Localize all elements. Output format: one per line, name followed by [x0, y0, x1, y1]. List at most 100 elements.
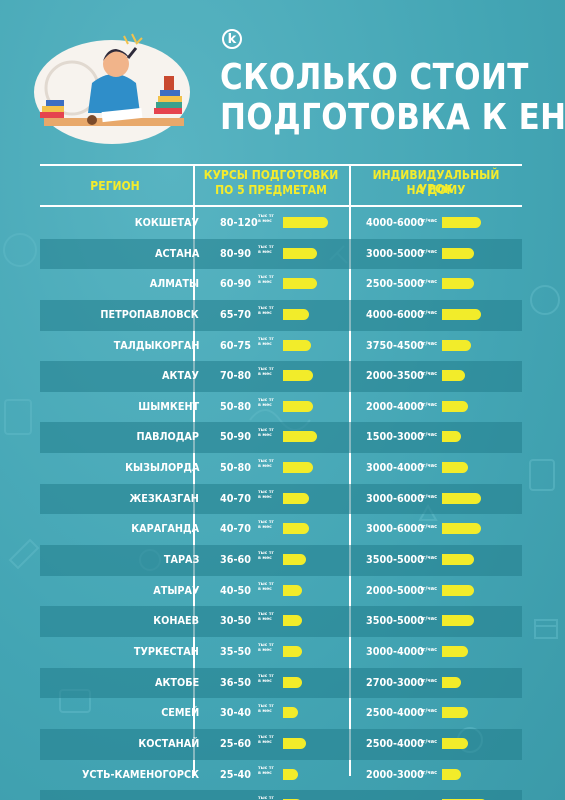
courses-unit-a: тыс тг: [258, 275, 274, 281]
region-name: КЫЗЫЛОРДА: [124, 461, 199, 475]
courses-price-range: 50-90: [220, 430, 251, 444]
lesson-price-range: 2500-5000: [366, 277, 424, 291]
courses-price-bar: [283, 676, 302, 688]
courses-price-range: 50-80: [220, 399, 251, 413]
brand-logo: k: [222, 29, 242, 49]
courses-price-bar: [283, 615, 302, 627]
region-name: СЕМЕЙ: [160, 706, 199, 720]
courses-price-range: 40-70: [220, 522, 251, 536]
table-top-rule: [40, 164, 522, 166]
courses-price-bar: [283, 492, 309, 504]
courses-unit-b: в мес: [258, 770, 272, 776]
lesson-unit: тг/час: [420, 401, 438, 408]
lesson-unit: тг/час: [420, 708, 438, 715]
lesson-price-range: 3750-4500: [366, 338, 424, 352]
lesson-unit: тг/час: [420, 555, 438, 562]
courses-unit-a: тыс тг: [258, 244, 274, 250]
lesson-price-bar: [442, 737, 468, 749]
courses-unit-b: в мес: [258, 709, 272, 715]
region-name: АКТАУ: [162, 369, 199, 383]
courses-price-bar: [283, 247, 317, 259]
courses-price-bar: [283, 645, 302, 657]
table-row: КОСТАНАЙ 25-60 тыс тг в мес 2500-4000 тг/час: [40, 728, 522, 760]
courses-unit-b: в мес: [258, 586, 272, 592]
courses-price-bar: [283, 400, 313, 412]
header-courses-line1: КУРСЫ ПОДГОТОВКИ: [203, 168, 339, 182]
region-name: КОСТАНАЙ: [137, 736, 199, 750]
courses-unit-b: в мес: [258, 280, 272, 286]
table-row: АКТАУ 70-80 тыс тг в мес 2000-3500 тг/час: [40, 361, 522, 392]
table-row: АТЫРАУ 40-50 тыс тг в мес 2000-5000 тг/час: [40, 576, 522, 607]
table-header-rule: [40, 205, 522, 207]
courses-unit-a: тыс тг: [258, 336, 274, 342]
courses-price-bar: [283, 339, 311, 351]
lesson-price-bar: [442, 523, 481, 535]
courses-unit-b: в мес: [258, 556, 272, 562]
region-name: ПЕТРОПАВЛОВСК: [100, 307, 199, 321]
lesson-price-range: 3000-6000: [366, 491, 424, 505]
courses-price-bar: [283, 523, 309, 535]
courses-unit-a: тыс тг: [258, 704, 274, 710]
lesson-price-bar: [442, 707, 468, 719]
courses-price-range: 70-80: [220, 369, 251, 383]
courses-price-bar: [283, 308, 309, 320]
table-row: КОКШЕТАУ 80-120 тыс тг в мес 4000-6000 тг/час: [40, 208, 522, 239]
header-courses-line2: ПО 5 ПРЕДМЕТАМ: [215, 183, 327, 197]
courses-price-range: 80-120: [220, 216, 258, 229]
lesson-price-range: 3000-4000: [366, 461, 424, 475]
lesson-price-range: 3000-6000: [366, 522, 424, 536]
courses-price-range: 50-80: [220, 461, 251, 475]
lesson-price-bar: [442, 676, 461, 688]
courses-price-bar: [283, 554, 306, 566]
table-row: АКТОБЕ 36-50 тыс тг в мес 2700-3000 тг/час: [40, 667, 522, 699]
courses-unit-b: в мес: [258, 372, 272, 378]
table-row: КЫЗЫЛОРДА 50-80 тыс тг в мес 3000-4000 тг/час: [40, 453, 522, 484]
lesson-price-bar: [442, 370, 465, 382]
lesson-unit: тг/час: [420, 218, 438, 224]
courses-unit-a: тыс тг: [258, 673, 274, 679]
lesson-price-bar: [442, 308, 481, 320]
lesson-price-bar: [442, 768, 461, 780]
courses-unit-a: тыс тг: [258, 642, 274, 648]
region-name: ТАРАЗ: [163, 553, 199, 567]
price-table-rows: КОКШЕТАУ 80-120 тыс тг в мес 4000-6000 тг/час…: [40, 208, 522, 800]
lesson-price-bar: [442, 217, 481, 228]
courses-price-bar: [283, 462, 313, 474]
lesson-price-bar: [442, 645, 468, 657]
lesson-price-range: 1500-3000: [366, 430, 424, 444]
lesson-unit: тг/час: [420, 279, 438, 286]
courses-price-range: 60-75: [220, 338, 251, 352]
courses-unit-b: в мес: [258, 219, 272, 224]
table-row: ТАЛДЫКОРГАН 60-75 тыс тг в мес 3750-4500 тг/ч…: [40, 331, 522, 362]
courses-unit-b: в мес: [258, 464, 272, 470]
table-row: ПАВЛОДАР 50-90 тыс тг в мес 1500-3000 тг/час: [40, 422, 522, 454]
lesson-unit: тг/час: [420, 616, 438, 623]
courses-price-range: 25-60: [220, 736, 251, 750]
lesson-unit: тг/час: [420, 371, 438, 378]
region-name: КОНАЕВ: [153, 614, 199, 628]
courses-price-bar: [283, 768, 298, 780]
courses-unit-b: в мес: [258, 310, 272, 316]
table-row: ШЫМКЕНТ 50-80 тыс тг в мес 2000-4000 тг/час: [40, 392, 522, 423]
lesson-unit: тг/час: [420, 585, 438, 592]
courses-unit-a: тыс тг: [258, 551, 274, 557]
lesson-price-range: 2000-3500: [366, 369, 424, 383]
lesson-unit: тг/час: [420, 738, 438, 745]
table-row: УСТЬ-КАМЕНОГОРСК 25-40 тыс тг в мес 2000-300…: [40, 760, 522, 791]
region-name: АСТАНА: [154, 246, 199, 260]
courses-unit-a: тыс тг: [258, 489, 274, 495]
region-name: ЖЕЗКАЗГАН: [129, 491, 199, 505]
courses-unit-a: тыс тг: [258, 397, 274, 403]
